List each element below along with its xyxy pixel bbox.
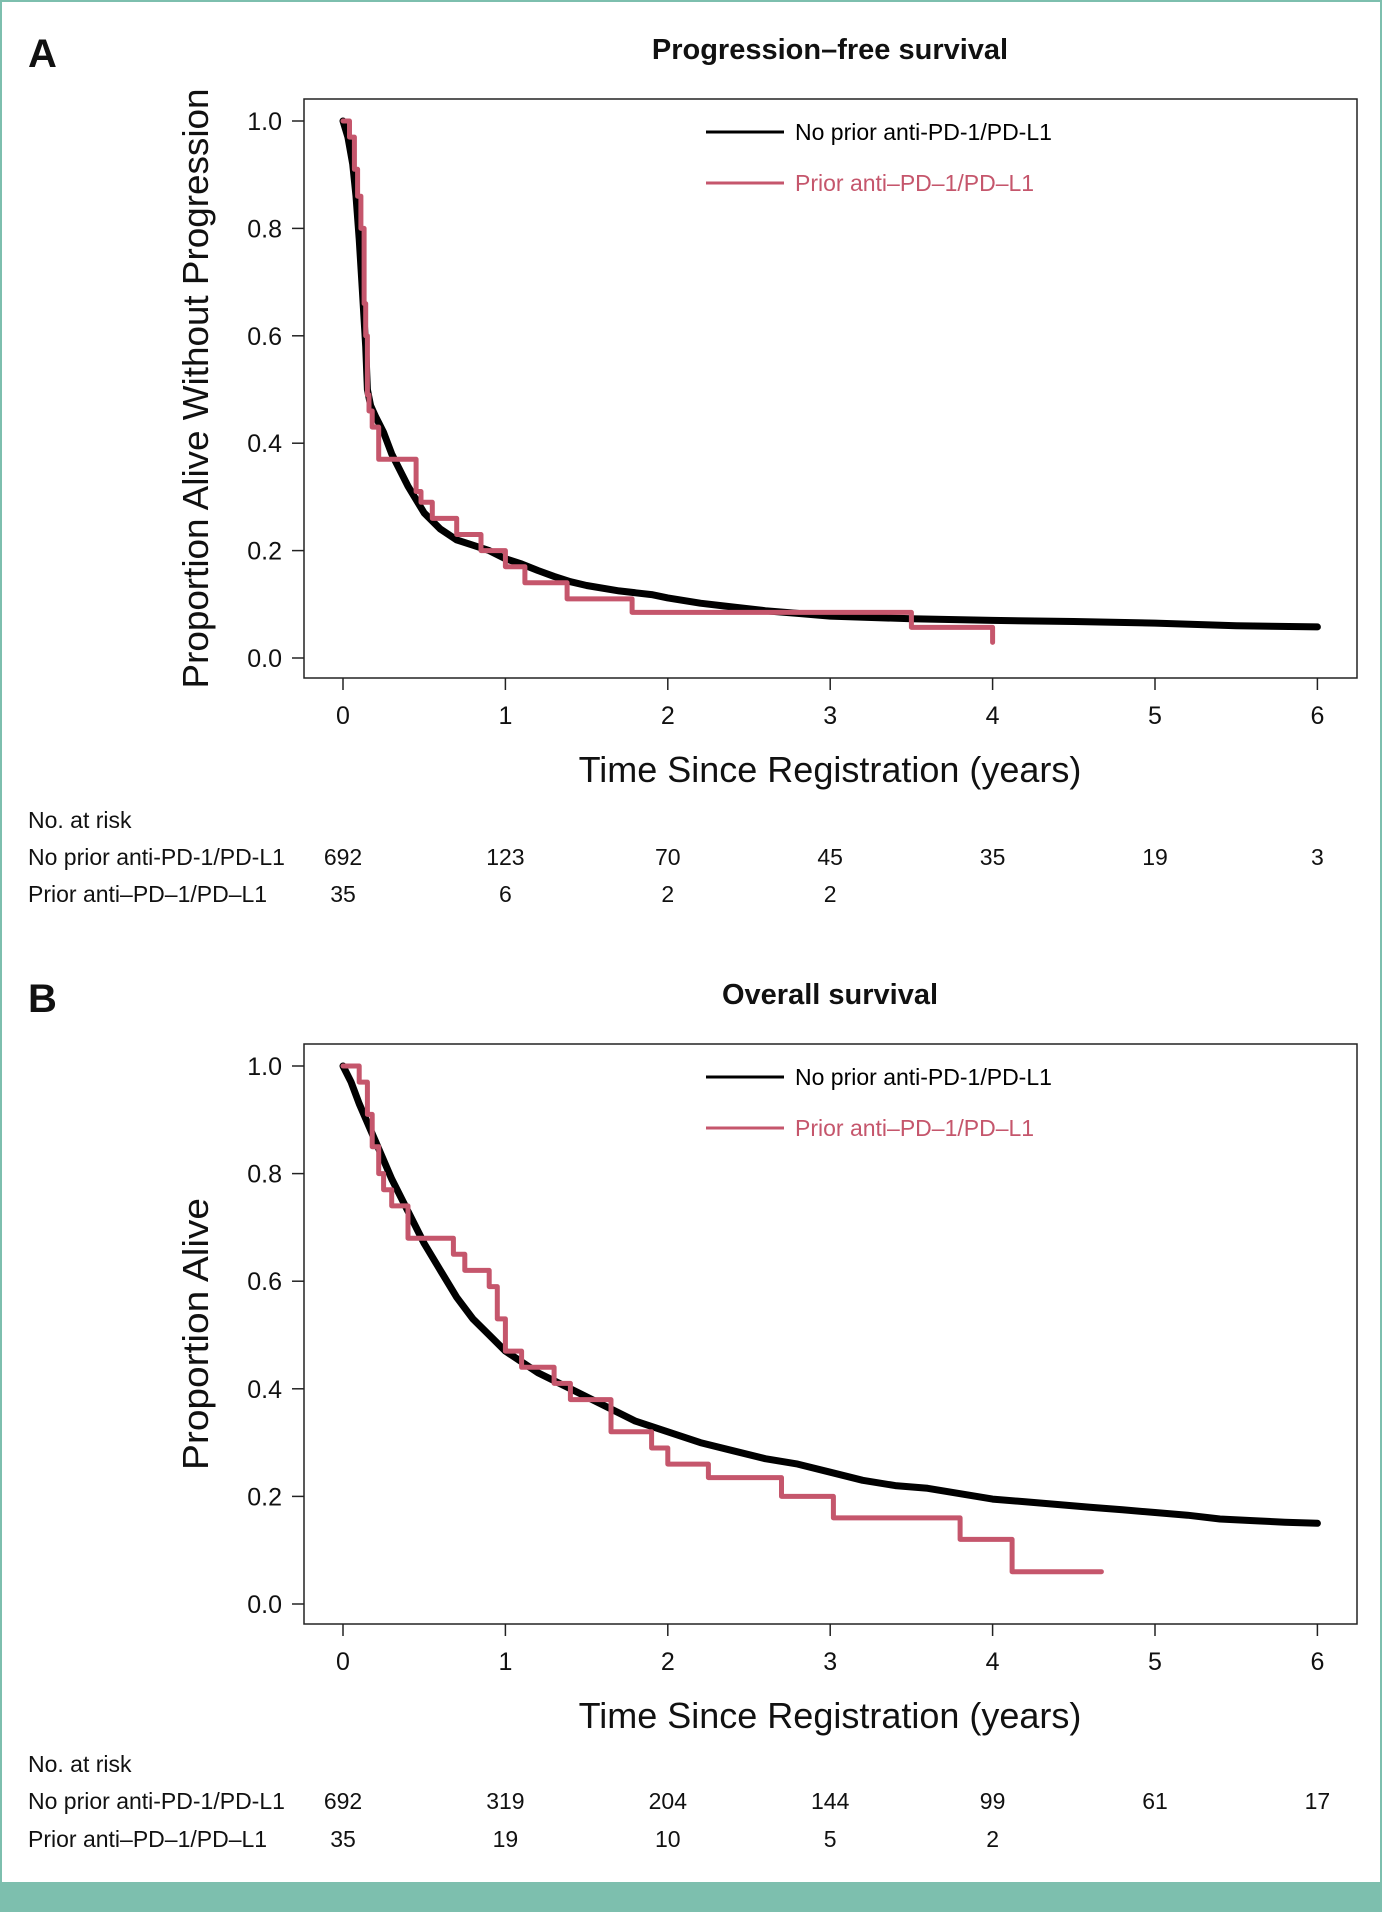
panel-letter: B: [28, 977, 57, 1021]
risk-table-value: 70: [655, 844, 681, 870]
risk-table-header: No. at risk: [28, 1751, 132, 1777]
risk-table-value: 204: [649, 1788, 688, 1814]
x-axis-title: Time Since Registration (years): [579, 1695, 1082, 1736]
risk-table-value: 123: [486, 844, 524, 870]
panel-letter: A: [28, 32, 57, 76]
x-tick-label: 1: [498, 1648, 512, 1676]
legend-entry-label: No prior anti-PD-1/PD-L1: [795, 119, 1052, 145]
risk-table-value: 3: [1311, 844, 1324, 870]
risk-table-value: 10: [655, 1826, 681, 1852]
x-tick-label: 4: [986, 1648, 1000, 1676]
y-tick-label: 0.0: [247, 1591, 282, 1619]
y-tick-label: 0.6: [247, 1268, 282, 1296]
chart-title: Progression–free survival: [652, 34, 1008, 66]
x-tick-label: 3: [823, 1648, 837, 1676]
y-axis-title: Proportion Alive: [175, 1198, 216, 1470]
x-tick-label: 1: [498, 702, 512, 730]
risk-table-value: 35: [980, 844, 1006, 870]
x-tick-label: 3: [823, 702, 837, 730]
risk-table-value: 61: [1142, 1788, 1168, 1814]
x-tick-label: 5: [1148, 702, 1162, 730]
risk-table-value: 692: [324, 1788, 362, 1814]
risk-table-value: 6: [499, 881, 512, 907]
y-tick-label: 0.4: [247, 430, 282, 458]
risk-table-value: 144: [811, 1788, 850, 1814]
y-tick-label: 0.8: [247, 215, 282, 243]
risk-table-value: 319: [486, 1788, 524, 1814]
risk-table-value: 17: [1305, 1788, 1331, 1814]
risk-table-row-label: No prior anti-PD-1/PD-L1: [28, 844, 285, 870]
y-axis-title: Proportion Alive Without Progression: [175, 89, 216, 689]
x-tick-label: 0: [336, 702, 350, 730]
legend-entry-label: Prior anti–PD–1/PD–L1: [795, 1115, 1034, 1141]
y-tick-label: 0.6: [247, 323, 282, 351]
y-tick-label: 0.4: [247, 1376, 282, 1404]
risk-table-value: 19: [493, 1826, 519, 1852]
series-line-prior: [340, 118, 996, 645]
risk-table-value: 35: [330, 881, 356, 907]
legend-entry-label: No prior anti-PD-1/PD-L1: [795, 1064, 1052, 1090]
risk-table-value: 35: [330, 1826, 356, 1852]
series-line-prior: [340, 1063, 1104, 1575]
risk-table-value: 2: [661, 881, 674, 907]
risk-table-value: 2: [986, 1826, 999, 1852]
x-tick-label: 4: [986, 702, 1000, 730]
risk-table-row-label: Prior anti–PD–1/PD–L1: [28, 1826, 267, 1852]
x-tick-label: 0: [336, 1648, 350, 1676]
legend-entry-label: Prior anti–PD–1/PD–L1: [795, 170, 1034, 196]
chart-title: Overall survival: [722, 979, 938, 1011]
risk-table-value: 99: [980, 1788, 1006, 1814]
y-tick-label: 0.0: [247, 645, 282, 673]
y-tick-label: 0.2: [247, 538, 282, 566]
risk-table-value: 692: [324, 844, 362, 870]
y-tick-label: 0.8: [247, 1161, 282, 1189]
y-tick-label: 1.0: [247, 108, 282, 136]
risk-table-header: No. at risk: [28, 807, 132, 833]
x-tick-label: 2: [661, 702, 675, 730]
risk-table-value: 2: [824, 881, 837, 907]
x-tick-label: 6: [1310, 702, 1324, 730]
x-tick-label: 2: [661, 1648, 675, 1676]
x-axis-title: Time Since Registration (years): [579, 749, 1082, 790]
risk-table-value: 19: [1142, 844, 1168, 870]
x-tick-label: 5: [1148, 1648, 1162, 1676]
risk-table-value: 45: [817, 844, 843, 870]
risk-table-row-label: No prior anti-PD-1/PD-L1: [28, 1788, 285, 1814]
series-line-no-prior: [339, 1062, 1321, 1527]
risk-table-value: 5: [824, 1826, 837, 1852]
x-tick-label: 6: [1310, 1648, 1324, 1676]
risk-table-row-label: Prior anti–PD–1/PD–L1: [28, 881, 267, 907]
y-tick-label: 1.0: [247, 1053, 282, 1081]
y-tick-label: 0.2: [247, 1483, 282, 1511]
